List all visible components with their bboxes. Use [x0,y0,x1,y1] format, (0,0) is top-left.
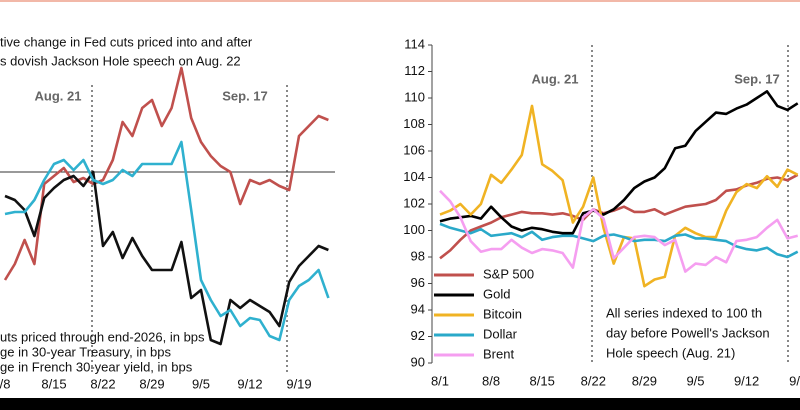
x-tick-label: 8/29 [139,376,164,391]
legend-label: ge in French 30-year yield, in bps [0,359,193,374]
x-tick-label: 8/8 [482,373,500,388]
annotation: Aug. 21 [35,88,82,103]
series-line [439,189,799,273]
legend-label: S&P 500 [483,266,534,281]
top-border [0,0,800,2]
y-tick-label: 92 [411,328,425,343]
y-tick-label: 100 [403,222,425,237]
note: Hole speech (Aug. 21) [606,345,735,360]
series-line [439,222,799,259]
x-tick-label: 8/29 [632,373,657,388]
x-tick-label: 9/12 [734,373,759,388]
y-tick-label: 108 [403,116,425,131]
x-tick-label: 8/1 [431,373,449,388]
chart-title: tive change in Fed cuts priced into and … [0,34,253,49]
series-line [439,104,799,288]
legend-label: Brent [483,346,514,361]
x-tick-label: 8/15 [41,376,66,391]
x-tick-label: 8/22 [581,373,606,388]
x-tick-label: /8 [0,376,10,391]
annotation: Sep. 17 [734,71,780,86]
x-tick-label: 8/15 [530,373,555,388]
legend-label: uts priced through end-2026, in bps [0,329,205,344]
y-tick-label: 104 [403,169,425,184]
y-tick-label: 106 [403,142,425,157]
series-line [3,66,329,281]
y-tick-label: 114 [404,36,425,51]
y-tick-label: 94 [411,301,425,316]
x-tick-label: 8/22 [90,376,115,391]
x-tick-label: 9/19 [286,376,311,391]
series-line [439,90,799,235]
x-tick-label: 9/5 [192,376,210,391]
y-tick-label: 96 [411,275,425,290]
annotation: Sep. 17 [222,88,268,103]
y-tick-label: 112 [404,63,425,78]
legend-label: ge in 30-year Treasury, in bps [0,344,172,359]
chart-title: s dovish Jackson Hole speech on Aug. 22 [0,53,241,68]
y-tick-label: 102 [403,195,425,210]
y-tick-label: 90 [411,354,425,369]
series-line [439,173,799,260]
y-tick-label: 98 [411,248,425,263]
x-tick-label: 9/5 [686,373,704,388]
annotation: Aug. 21 [532,71,579,86]
y-tick-label: 110 [404,89,425,104]
x-tick-label: 9/12 [237,376,262,391]
bottom-bar [0,398,800,410]
note: day before Powell's Jackson [606,325,770,340]
legend-label: Gold [483,286,510,301]
note: All series indexed to 100 th [606,305,762,320]
legend-label: Dollar [483,326,518,341]
series-line [4,140,330,342]
series-line [4,170,329,346]
x-tick-label: 9/ [789,373,800,388]
legend-label: Bitcoin [483,306,522,321]
